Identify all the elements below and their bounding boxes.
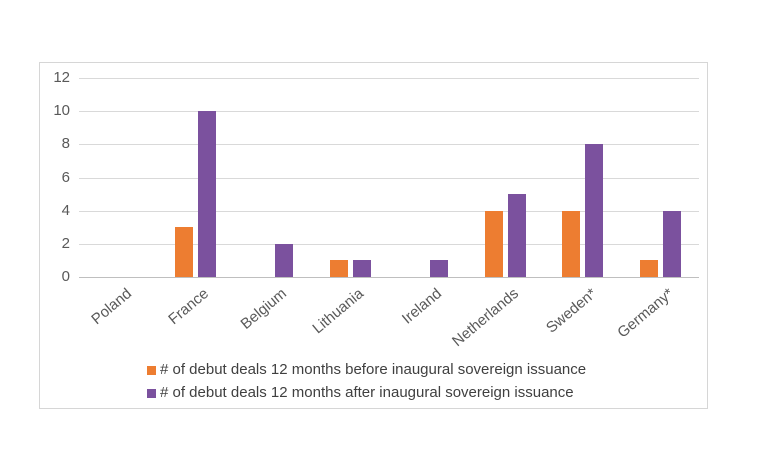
y-axis-tick-label: 4 <box>61 202 70 219</box>
legend-swatch-before-icon <box>147 365 156 375</box>
y-axis-tick-label: 2 <box>61 235 70 252</box>
bar-before <box>640 260 658 277</box>
legend-swatch-after-icon <box>147 388 156 398</box>
bar-after <box>508 194 526 277</box>
gridline <box>79 244 699 245</box>
x-axis-line <box>79 277 699 278</box>
legend-label-before: # of debut deals 12 months before inaugu… <box>160 361 587 378</box>
gridline <box>79 178 699 179</box>
plot-area: 0 2 4 6 8 10 12 Poland France Belgium Lithuania Ire… <box>40 63 707 408</box>
y-axis-tick-label: 0 <box>61 268 70 285</box>
gridline <box>79 144 699 145</box>
x-axis-category-label: Ireland <box>398 285 445 328</box>
y-axis-tick-label: 8 <box>61 135 70 152</box>
x-axis-category-label: France <box>165 285 212 329</box>
x-axis-category-label: Lithuania <box>309 285 367 338</box>
x-axis-category-label: Netherlands <box>449 285 522 351</box>
y-axis-tick-label: 12 <box>53 69 70 86</box>
bar-after <box>353 260 371 277</box>
bar-after <box>198 111 216 277</box>
bar-before <box>485 211 503 277</box>
legend-label-after: # of debut deals 12 months after inaugur… <box>160 384 574 401</box>
x-axis-category-label: Belgium <box>237 285 290 333</box>
y-axis-tick-label: 6 <box>61 169 70 186</box>
x-axis-category-label: Sweden* <box>543 285 600 337</box>
x-axis-category-label: Poland <box>88 285 135 329</box>
gridline <box>79 78 699 79</box>
bar-after <box>663 211 681 277</box>
bar-after <box>275 244 293 277</box>
legend-item-before: # of debut deals 12 months before inaugu… <box>147 361 586 379</box>
gridline <box>79 111 699 112</box>
bar-chart: 0 2 4 6 8 10 12 Poland France Belgium Lithuania Ire… <box>39 62 708 409</box>
bar-after <box>585 144 603 277</box>
gridline <box>79 211 699 212</box>
bar-before <box>330 260 348 277</box>
bar-before <box>175 227 193 277</box>
y-axis-tick-label: 10 <box>53 102 70 119</box>
legend-item-after: # of debut deals 12 months after inaugur… <box>147 384 586 402</box>
bar-before <box>562 211 580 277</box>
legend: # of debut deals 12 months before inaugu… <box>147 361 586 402</box>
x-axis-category-label: Germany* <box>614 285 677 342</box>
bar-after <box>430 260 448 277</box>
